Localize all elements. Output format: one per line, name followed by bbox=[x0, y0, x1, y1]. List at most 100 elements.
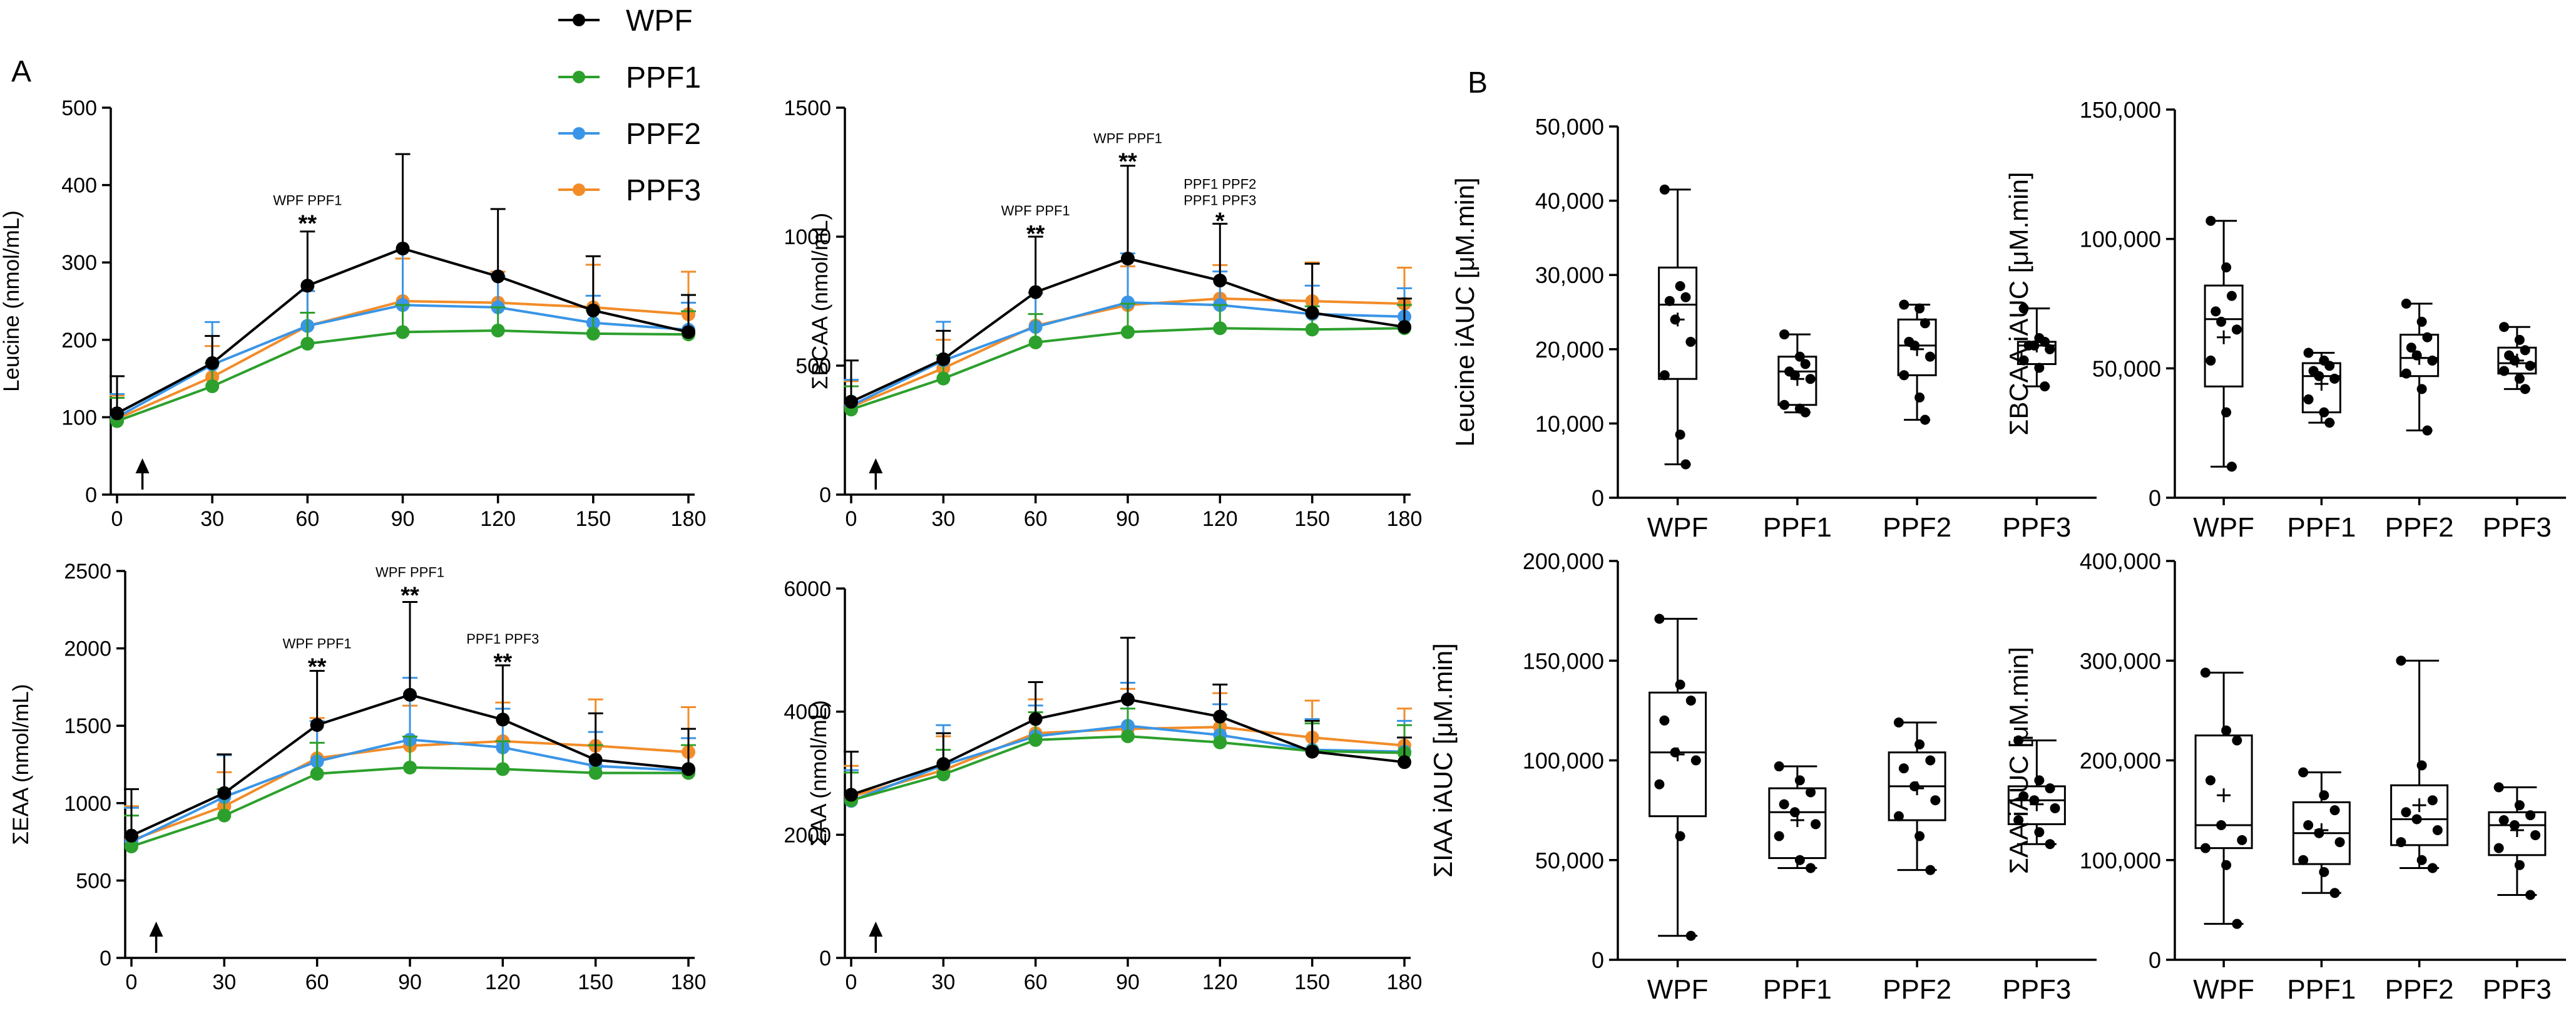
data-point bbox=[1800, 407, 1811, 418]
data-point bbox=[2319, 790, 2329, 801]
annotation-label: WPF PPF1 bbox=[273, 192, 342, 208]
data-point bbox=[2499, 322, 2510, 332]
data-point bbox=[2329, 888, 2340, 898]
data-point bbox=[1213, 321, 1227, 336]
y-axis-label: ΣBCAA (nmol/mL) bbox=[808, 213, 832, 389]
data-point bbox=[1930, 795, 1941, 806]
data-point bbox=[1213, 274, 1227, 288]
y-axis-label: Leucine iAUC [μM.min] bbox=[1450, 177, 1480, 446]
data-point bbox=[1305, 306, 1319, 320]
y-tick-label: 100,000 bbox=[1523, 748, 1604, 774]
y-tick-label: 6000 bbox=[784, 577, 831, 601]
x-tick-label: PPF1 bbox=[2287, 974, 2356, 1005]
x-tick-label: 60 bbox=[1024, 507, 1048, 531]
data-point bbox=[2432, 825, 2443, 835]
data-point bbox=[2045, 839, 2055, 850]
data-point bbox=[2319, 866, 2329, 877]
data-point bbox=[2499, 366, 2510, 376]
significance-stars: ** bbox=[1118, 149, 1137, 175]
y-tick-label: 300 bbox=[61, 251, 97, 275]
data-point bbox=[1680, 292, 1691, 302]
annotation-label: WPF PPF1 bbox=[1093, 131, 1162, 147]
x-tick-label: 180 bbox=[1387, 507, 1423, 531]
data-point bbox=[1794, 351, 1805, 362]
y-axis-label: ΣBCAA iAUC [μM.min] bbox=[2004, 172, 2033, 435]
data-point bbox=[1893, 717, 1904, 728]
x-tick-label: PPF1 bbox=[2287, 512, 2356, 543]
data-point bbox=[310, 717, 324, 732]
y-tick-label: 50,000 bbox=[1535, 848, 1604, 873]
data-point bbox=[2493, 843, 2504, 853]
y-tick-label: 0 bbox=[1592, 947, 1604, 973]
y-tick-label: 0 bbox=[1592, 485, 1604, 511]
data-point bbox=[586, 326, 600, 341]
data-point bbox=[2303, 820, 2314, 831]
significance-stars: ** bbox=[308, 654, 327, 680]
data-point bbox=[2205, 215, 2216, 226]
data-point bbox=[491, 269, 505, 284]
data-point bbox=[1811, 819, 1821, 830]
data-point bbox=[586, 303, 600, 317]
data-point bbox=[1664, 296, 1675, 306]
data-point bbox=[1925, 865, 1936, 875]
data-point bbox=[2200, 843, 2211, 853]
data-point bbox=[2406, 342, 2416, 353]
box-ppf1 bbox=[2292, 767, 2351, 898]
data-point bbox=[2324, 418, 2335, 428]
data-point bbox=[2525, 890, 2536, 900]
data-point bbox=[217, 808, 232, 823]
y-axis-label: Leucine (nmol/mL) bbox=[0, 210, 24, 392]
data-point bbox=[2422, 332, 2433, 342]
y-tick-label: 150,000 bbox=[1523, 648, 1604, 674]
data-point bbox=[125, 828, 138, 843]
y-tick-label: 200,000 bbox=[2080, 748, 2161, 774]
x-tick-label: 180 bbox=[671, 507, 707, 531]
data-point bbox=[2232, 735, 2242, 746]
box-ppf3 bbox=[2016, 303, 2057, 392]
data-point bbox=[1919, 414, 1930, 425]
legend-label-ppf3: PPF3 bbox=[626, 174, 701, 207]
data-point bbox=[1654, 614, 1665, 624]
data-point bbox=[1909, 781, 1920, 791]
data-point bbox=[2530, 830, 2541, 840]
box-ppf3 bbox=[2488, 782, 2547, 900]
data-point bbox=[2050, 803, 2060, 813]
data-point bbox=[2427, 795, 2438, 806]
legend-label-wpf: WPF bbox=[626, 4, 693, 38]
y-tick-label: 0 bbox=[2149, 485, 2161, 511]
x-tick-label: WPF bbox=[2193, 512, 2254, 543]
dose-arrow-icon bbox=[869, 922, 883, 937]
x-tick-label: 30 bbox=[931, 970, 955, 994]
data-point bbox=[2525, 361, 2535, 371]
y-axis-label: ΣEAA (nmol/mL) bbox=[9, 684, 33, 845]
data-point bbox=[1659, 370, 1670, 381]
data-point bbox=[1898, 763, 1909, 774]
data-point bbox=[2401, 807, 2411, 818]
y-tick-label: 100,000 bbox=[2080, 848, 2161, 873]
x-tick-label: 30 bbox=[200, 507, 224, 531]
box-wpf bbox=[1658, 184, 1698, 470]
box-ppf2 bbox=[2390, 656, 2449, 873]
data-point bbox=[2018, 355, 2029, 366]
box-ppf1 bbox=[2301, 347, 2341, 428]
panel-label-a: A bbox=[11, 55, 31, 88]
data-point bbox=[1675, 429, 1685, 440]
data-point bbox=[205, 379, 220, 393]
data-point bbox=[2498, 815, 2509, 826]
x-tick-label: PPF3 bbox=[2483, 974, 2552, 1005]
box-ppf2 bbox=[2400, 299, 2440, 436]
data-point bbox=[1398, 755, 1411, 769]
data-point bbox=[1779, 329, 1790, 340]
data-point bbox=[2013, 735, 2024, 746]
x-tick-label: 120 bbox=[1202, 507, 1238, 531]
data-point bbox=[2018, 791, 2029, 801]
data-point bbox=[2216, 316, 2227, 327]
data-point bbox=[682, 762, 695, 776]
x-tick-label: WPF bbox=[1647, 974, 1709, 1005]
mean-marker bbox=[2030, 797, 2044, 811]
data-point bbox=[1924, 351, 1935, 362]
data-point bbox=[1659, 715, 1670, 726]
data-point bbox=[1925, 755, 1936, 766]
data-point bbox=[496, 762, 510, 776]
